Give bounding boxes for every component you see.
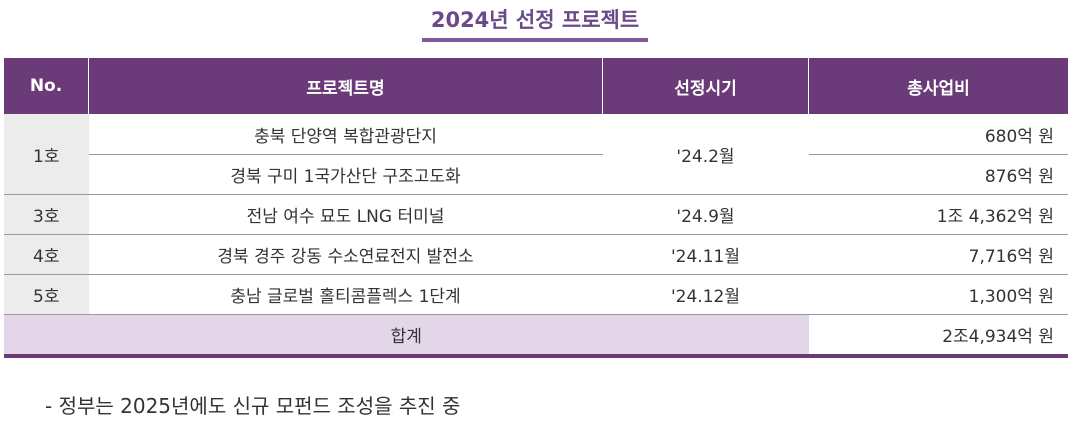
row-no: 4호 — [4, 234, 89, 275]
project-name: 경북 경주 강동 수소연료전지 발전소 — [88, 234, 603, 275]
selection-date: '24.9월 — [602, 194, 809, 235]
selection-date: '24.11월 — [602, 234, 809, 275]
page-title: 2024년 선정 프로젝트 — [430, 8, 640, 32]
table-header-row: No. 프로젝트명 선정시기 총사업비 — [4, 58, 1068, 114]
selection-date: '24.12월 — [602, 274, 809, 315]
table-row: 4호 경북 경주 강동 수소연료전지 발전소 '24.11월 7,716억 원 — [4, 234, 1068, 275]
header-project-name: 프로젝트명 — [88, 58, 603, 114]
projects-table: No. 프로젝트명 선정시기 총사업비 1호 충북 단양역 복합관광단지 '24… — [4, 58, 1068, 358]
project-amount: 1,300억 원 — [808, 274, 1068, 315]
table-row: 5호 충남 글로벌 홀티콤플렉스 1단계 '24.12월 1,300억 원 — [4, 274, 1068, 315]
table-row: 3호 전남 여수 묘도 LNG 터미널 '24.9월 1조 4,362억 원 — [4, 194, 1068, 235]
title-underline — [422, 38, 648, 42]
footnote: - 정부는 2025년에도 신규 모펀드 조성을 추진 중 — [45, 394, 461, 418]
total-amount: 2조4,934억 원 — [808, 314, 1068, 358]
header-date: 선정시기 — [602, 58, 809, 114]
header-total-cost: 총사업비 — [808, 58, 1068, 114]
total-label: 합계 — [4, 314, 809, 358]
project-amount: 876억 원 — [808, 154, 1068, 195]
project-name: 충남 글로벌 홀티콤플렉스 1단계 — [88, 274, 603, 315]
selection-date: '24.2월 — [602, 114, 809, 195]
total-row: 합계 2조4,934억 원 — [4, 314, 1068, 358]
header-no: No. — [4, 58, 89, 114]
table-row: 경북 구미 1국가산단 구조고도화 876억 원 — [4, 154, 1068, 195]
project-name: 충북 단양역 복합관광단지 — [88, 114, 603, 155]
project-amount: 7,716억 원 — [808, 234, 1068, 275]
project-amount: 680억 원 — [808, 114, 1068, 155]
project-name: 전남 여수 묘도 LNG 터미널 — [88, 194, 603, 235]
row-no: 3호 — [4, 194, 89, 235]
table-row: 1호 충북 단양역 복합관광단지 '24.2월 680억 원 — [4, 114, 1068, 195]
project-amount: 1조 4,362억 원 — [808, 194, 1068, 235]
row-no: 5호 — [4, 274, 89, 315]
row-no: 1호 — [4, 114, 89, 195]
project-name: 경북 구미 1국가산단 구조고도화 — [88, 154, 603, 195]
